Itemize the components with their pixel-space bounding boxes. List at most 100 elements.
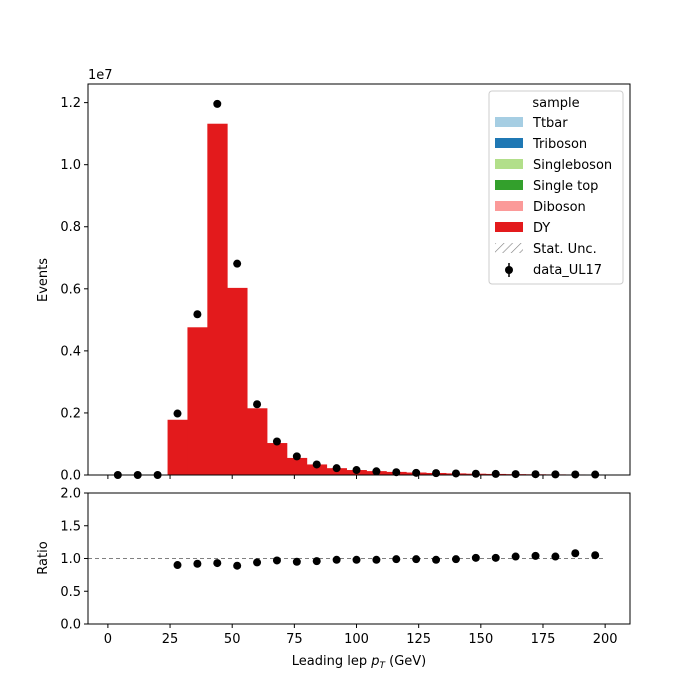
data-point xyxy=(193,310,202,319)
ratio-points xyxy=(173,549,600,570)
legend: sample Ttbar Triboson Singleboson Single to… xyxy=(488,90,624,285)
ratio-point xyxy=(531,551,540,560)
ratio-x-tick-label: 150 xyxy=(468,632,493,647)
bar-dy xyxy=(187,327,208,475)
legend-label-data: data_UL17 xyxy=(533,263,602,278)
ratio-y-axis-label: Ratio xyxy=(36,541,51,574)
ratio-point xyxy=(471,553,480,562)
legend-label-triboson: Triboson xyxy=(532,137,587,152)
bar-dy xyxy=(207,123,228,475)
ratio-x-tick-label: 25 xyxy=(162,632,179,647)
ratio-y-tick-label: 0.0 xyxy=(60,618,81,633)
data-point xyxy=(531,470,540,479)
data-point xyxy=(392,468,401,477)
x-axis-label-symbol: p xyxy=(370,654,379,669)
ratio-point xyxy=(372,555,381,564)
legend-label-diboson: Diboson xyxy=(533,200,586,215)
ratio-point xyxy=(551,552,560,561)
ratio-x-tick-label: 50 xyxy=(224,632,241,647)
main-x-ticks xyxy=(107,475,606,479)
data-point xyxy=(471,469,480,478)
main-y-tick-label: 1.2 xyxy=(60,96,81,111)
ratio-point xyxy=(432,555,441,564)
ratio-panel: 0 25 50 75 100 125 150 175 200 0.0 0.5 1.0 1.5 2.0 R… xyxy=(36,487,631,671)
legend-marker-data xyxy=(505,266,513,274)
data-point xyxy=(491,469,500,478)
ratio-x-tick-label: 175 xyxy=(531,632,556,647)
ratio-point xyxy=(253,558,262,567)
ratio-point xyxy=(332,555,341,564)
data-point xyxy=(551,470,560,479)
ratio-x-tick-label: 100 xyxy=(344,632,369,647)
data-point xyxy=(233,259,242,268)
bar-dy xyxy=(167,419,188,475)
data-point xyxy=(511,470,520,479)
ratio-point xyxy=(491,553,500,562)
ratio-point xyxy=(571,549,580,558)
ratio-y-ticks: 0.0 0.5 1.0 1.5 2.0 xyxy=(60,487,88,633)
legend-swatch-dy xyxy=(495,222,523,232)
ratio-y-tick-label: 2.0 xyxy=(60,487,81,502)
data-point xyxy=(332,464,341,473)
legend-swatch-singleboson xyxy=(495,159,523,169)
ratio-point xyxy=(173,561,182,570)
ratio-x-tick-label: 200 xyxy=(593,632,618,647)
x-axis-label-prefix: Leading lep xyxy=(292,654,371,669)
y-offset-label: 1e7 xyxy=(88,68,113,83)
data-point xyxy=(272,437,281,446)
legend-label-singleboson: Singleboson xyxy=(533,158,612,173)
x-axis-label: Leading lep pT (GeV) xyxy=(292,654,426,671)
ratio-point xyxy=(213,559,222,568)
data-point xyxy=(372,467,381,476)
main-y-tick-label: 0.0 xyxy=(60,469,81,484)
data-point xyxy=(451,469,460,478)
ratio-point xyxy=(272,556,281,565)
ratio-point xyxy=(292,557,301,566)
ratio-point xyxy=(591,551,600,560)
legend-label-ttbar: Ttbar xyxy=(532,116,568,131)
data-point xyxy=(173,409,182,418)
main-y-tick-label: 0.8 xyxy=(60,220,81,235)
ratio-point xyxy=(412,555,421,564)
main-y-axis-label: Events xyxy=(36,258,51,302)
main-y-tick-label: 0.2 xyxy=(60,406,81,421)
bar-dy xyxy=(227,287,248,475)
data-point xyxy=(292,452,301,461)
stacked-bars xyxy=(167,123,606,475)
data-point xyxy=(312,460,321,469)
bar-dy xyxy=(267,443,288,475)
ratio-point xyxy=(352,555,361,564)
ratio-point xyxy=(312,557,321,566)
data-point xyxy=(571,470,580,479)
legend-swatch-single-top xyxy=(495,180,523,190)
main-plot-frame xyxy=(87,83,631,476)
ratio-x-tick-label: 125 xyxy=(406,632,431,647)
data-point xyxy=(213,99,222,108)
ratio-point xyxy=(392,555,401,564)
bar-dy xyxy=(306,464,328,475)
ratio-x-ticks: 0 25 50 75 100 125 150 175 200 xyxy=(104,624,618,647)
ratio-point xyxy=(233,561,242,570)
main-panel: 0.0 0.2 0.4 0.6 0.8 1.0 1.2 1e7 Events sample … xyxy=(36,68,631,484)
main-y-tick-label: 0.4 xyxy=(60,344,81,359)
legend-label-dy: DY xyxy=(533,221,550,236)
main-y-ticks: 0.0 0.2 0.4 0.6 0.8 1.0 1.2 xyxy=(60,96,88,484)
legend-items: Ttbar Triboson Singleboson Single top Diboso… xyxy=(495,116,612,278)
legend-swatch-triboson xyxy=(495,138,523,148)
legend-swatch-ttbar xyxy=(495,117,523,127)
ratio-point xyxy=(451,555,460,564)
ratio-point xyxy=(511,552,520,561)
legend-title: sample xyxy=(532,96,579,111)
ratio-y-tick-label: 1.5 xyxy=(60,519,81,534)
legend-swatch-diboson xyxy=(495,201,523,211)
data-point xyxy=(352,466,361,475)
data-point xyxy=(432,469,441,478)
data-point xyxy=(253,400,262,409)
ratio-x-tick-label: 0 xyxy=(104,632,112,647)
ratio-y-tick-label: 1.0 xyxy=(60,552,81,567)
ratio-point xyxy=(193,559,202,568)
ratio-x-tick-label: 75 xyxy=(286,632,303,647)
legend-label-stat-unc: Stat. Unc. xyxy=(533,242,597,257)
legend-label-single-top: Single top xyxy=(533,179,598,194)
